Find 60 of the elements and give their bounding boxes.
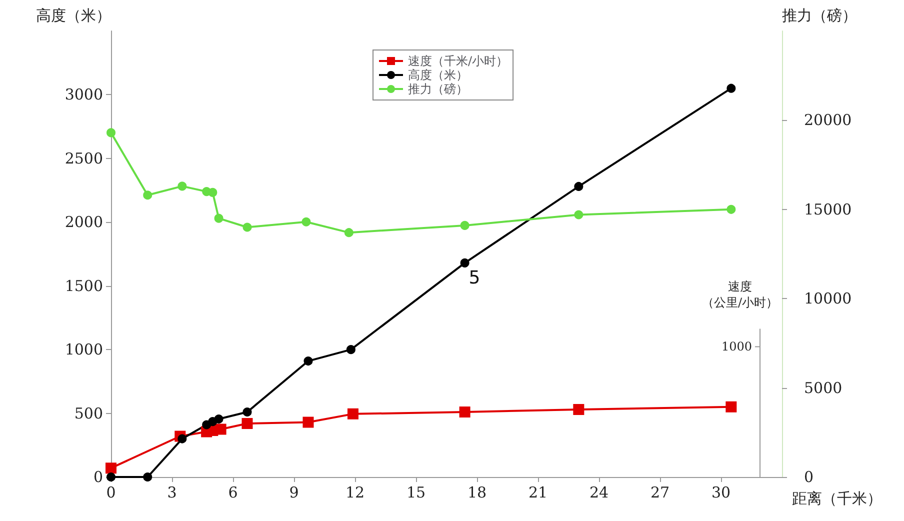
y2-tick-label: 20000 xyxy=(804,111,852,130)
x-tick-label: 9 xyxy=(289,484,299,502)
point xyxy=(574,182,584,191)
x-tick-label: 15 xyxy=(406,484,426,502)
point xyxy=(143,472,152,482)
y-tick-label: 2500 xyxy=(64,149,103,168)
point xyxy=(302,416,314,428)
x-tick-label: 0 xyxy=(106,484,116,502)
point xyxy=(208,188,218,197)
point xyxy=(215,424,226,435)
point xyxy=(347,408,358,420)
point xyxy=(346,345,356,354)
point xyxy=(460,258,470,268)
y3-axis-title: 速度（公里/小时） xyxy=(702,280,778,310)
x-tick-label: 6 xyxy=(228,484,238,502)
legend-label: 速度（千米/小时） xyxy=(408,54,508,68)
point xyxy=(726,401,737,412)
point xyxy=(460,220,470,230)
point xyxy=(214,214,224,223)
legend-label: 高度（米） xyxy=(408,68,468,82)
x-tick-label: 27 xyxy=(650,484,670,502)
point xyxy=(106,128,116,138)
y-tick-label: 500 xyxy=(74,404,103,422)
x-tick-label: 3 xyxy=(167,484,177,502)
legend-label: 推力（磅） xyxy=(408,82,468,96)
y-tick-label: 0 xyxy=(93,468,103,486)
x-tick-label: 12 xyxy=(345,484,365,502)
annotation: 5 xyxy=(468,267,480,288)
x-tick-label: 21 xyxy=(528,484,548,502)
y2-tick-label: 10000 xyxy=(804,290,852,308)
point xyxy=(214,414,224,424)
point xyxy=(242,222,252,232)
point xyxy=(726,84,736,93)
point xyxy=(178,434,187,444)
point xyxy=(178,182,187,191)
point xyxy=(242,418,253,429)
point xyxy=(574,210,584,220)
x-tick-label: 18 xyxy=(467,484,487,502)
x-tick-label: 30 xyxy=(711,484,731,502)
x-axis-title: 距离（千米） xyxy=(792,490,882,508)
point xyxy=(242,408,252,417)
annotation: 1000 xyxy=(721,340,752,354)
y2-axis-title: 推力（磅） xyxy=(782,6,857,24)
y-axis-title: 高度（米） xyxy=(36,6,111,24)
point xyxy=(106,462,116,474)
y-tick-label: 3000 xyxy=(64,86,103,104)
point xyxy=(304,356,313,366)
y-tick-label: 2000 xyxy=(64,213,103,232)
y-tick-label: 1000 xyxy=(64,340,103,359)
y2-tick-label: 5000 xyxy=(804,378,842,397)
y2-tick-label: 15000 xyxy=(804,200,852,218)
point xyxy=(459,406,470,418)
x-tick-label: 24 xyxy=(589,484,609,502)
point xyxy=(344,228,354,238)
point xyxy=(302,217,311,226)
y-tick-label: 1500 xyxy=(64,276,103,295)
point xyxy=(143,190,152,200)
y2-tick-label: 0 xyxy=(804,468,814,486)
point xyxy=(573,404,584,415)
point xyxy=(726,204,736,214)
